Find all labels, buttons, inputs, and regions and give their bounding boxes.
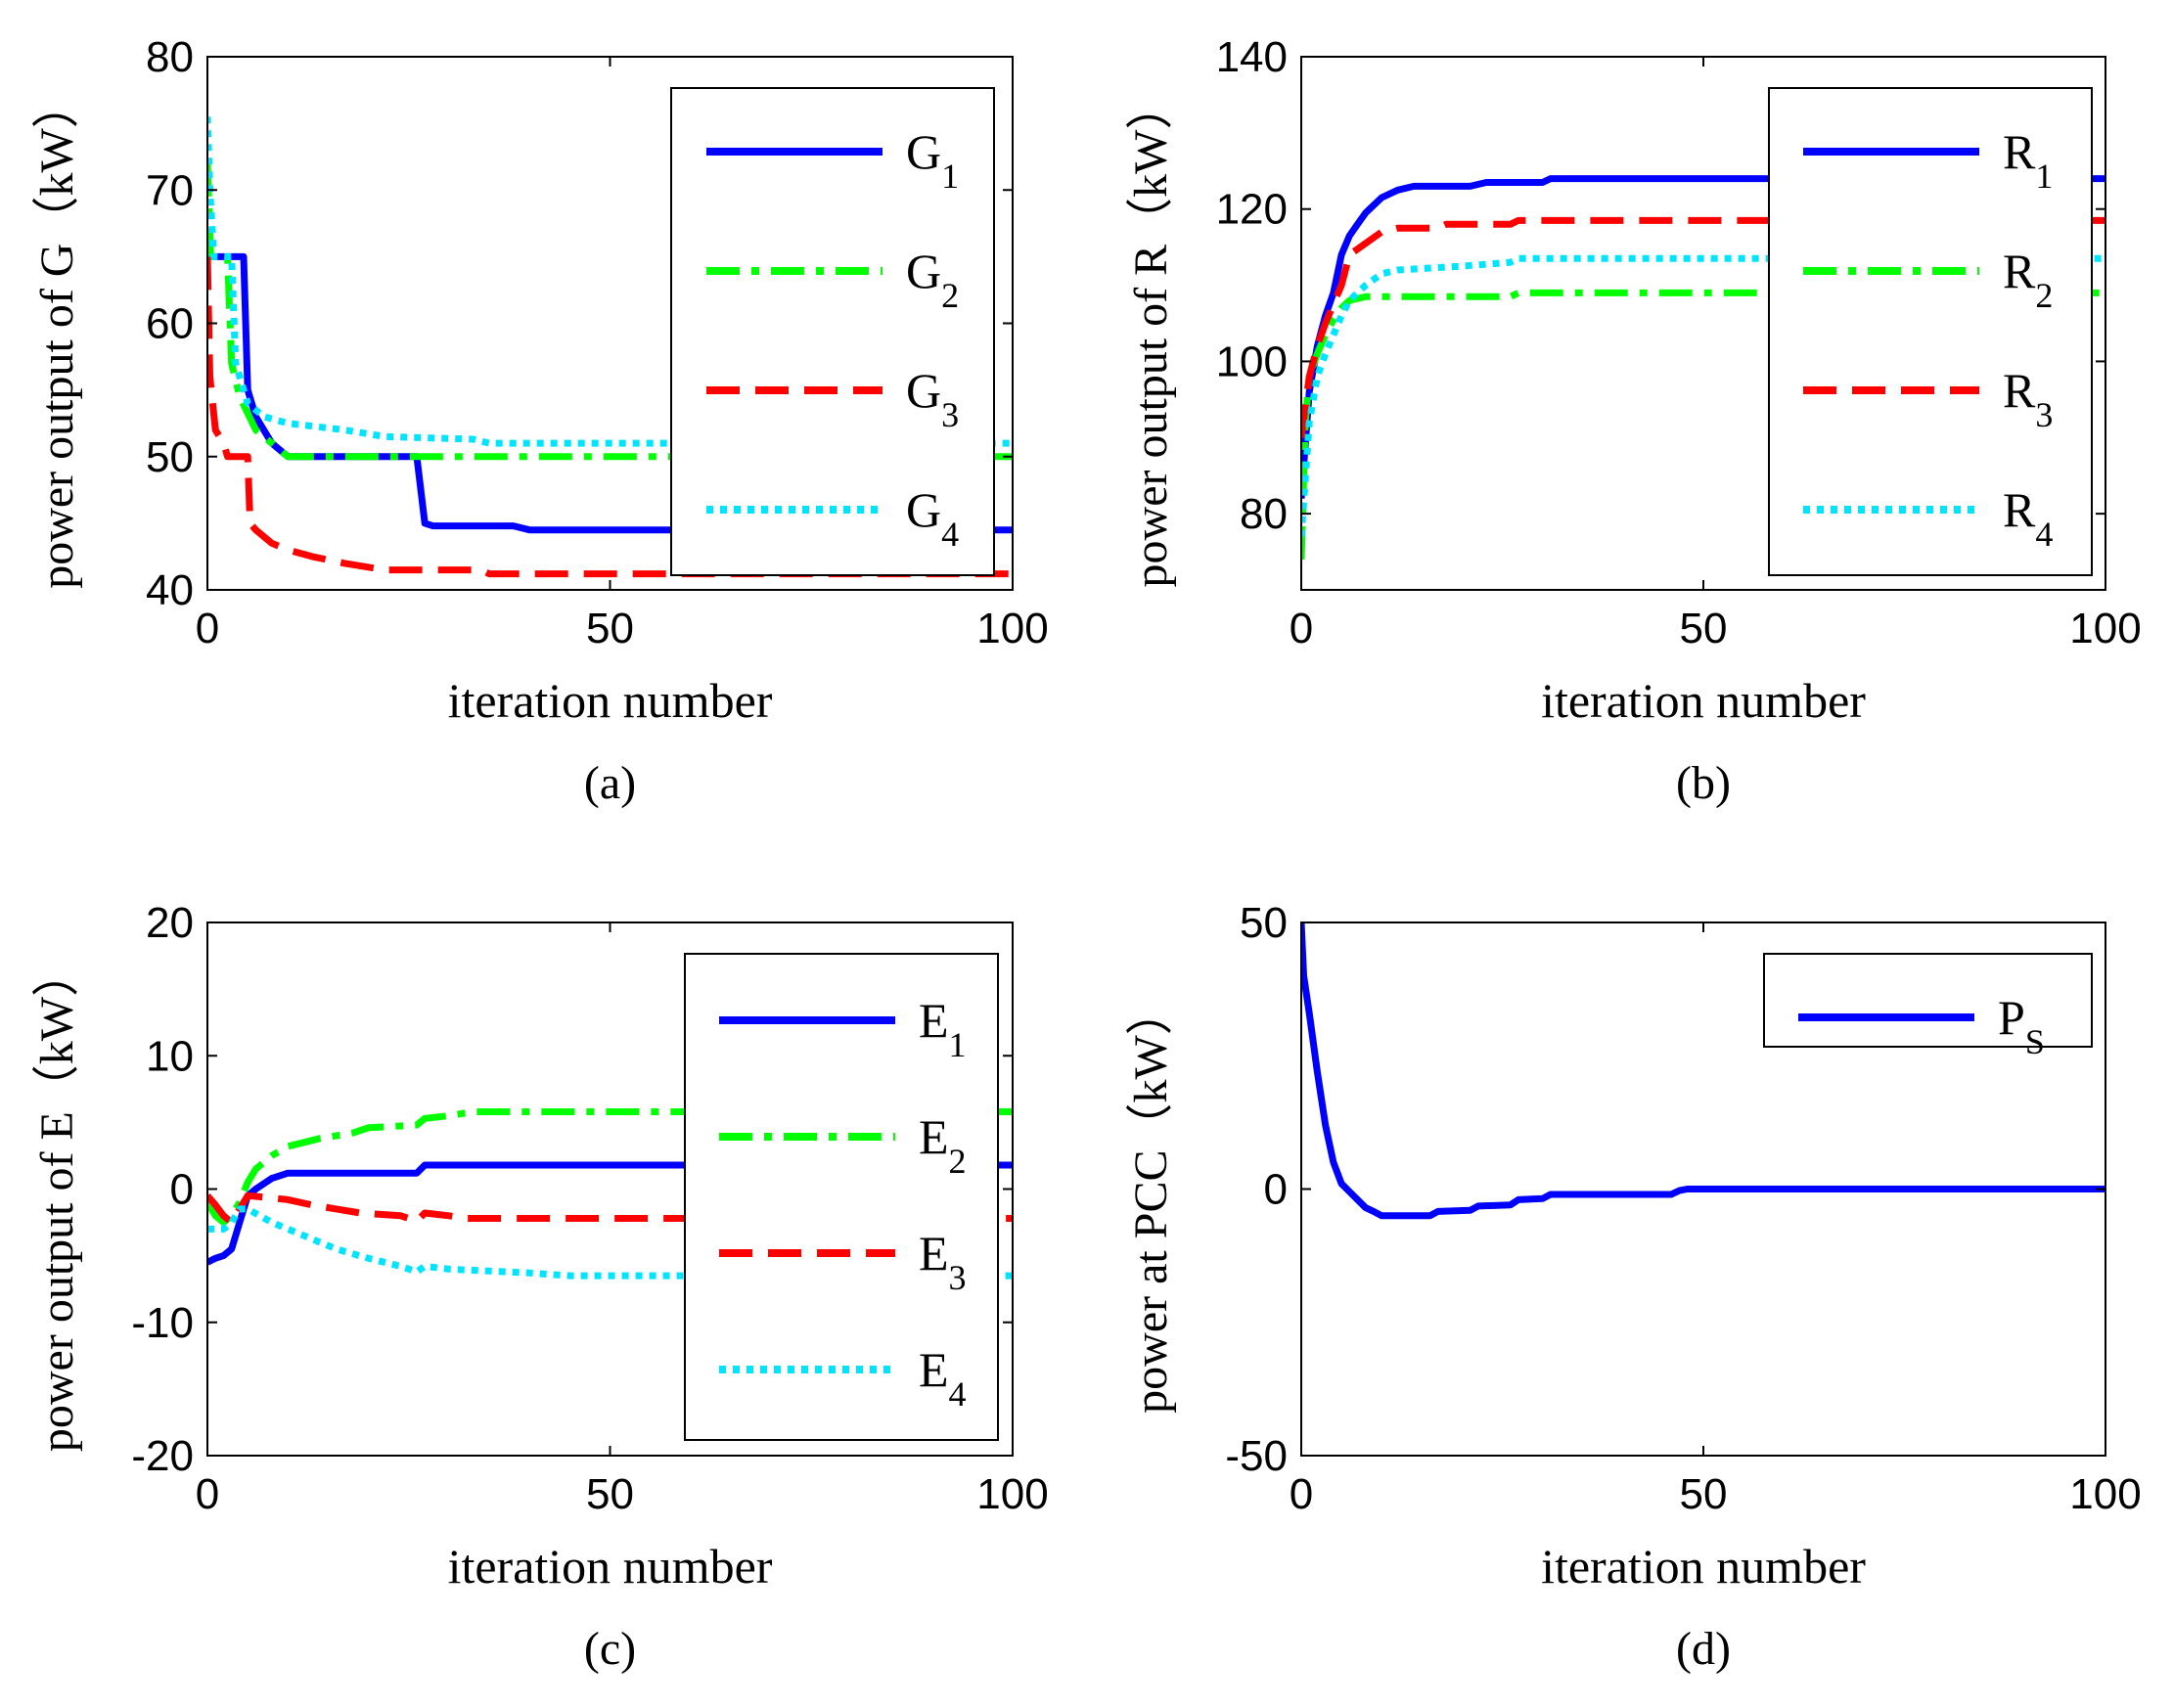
- legend-entry: R4: [2003, 482, 2053, 554]
- y-tick-label: 80: [1240, 490, 1288, 538]
- y-tick-label: 70: [146, 166, 194, 214]
- x-tick-label: 50: [586, 605, 634, 652]
- series-line-g4: [207, 116, 1013, 447]
- legend-box: [1768, 87, 2093, 576]
- y-axis-label: power at PCC（kW）: [1125, 988, 1177, 1414]
- legend-entry: PS: [1998, 990, 2045, 1061]
- legend-entry: G4: [906, 482, 959, 554]
- panel-caption: (c): [584, 1623, 636, 1675]
- y-tick-label: 20: [146, 899, 194, 947]
- legend-entry: R3: [2003, 363, 2053, 434]
- x-axis-label: iteration number: [448, 673, 773, 728]
- x-axis-label: iteration number: [1541, 1539, 1866, 1594]
- x-tick-label: 100: [2069, 1470, 2141, 1518]
- chart-panel-a: 0 50 100 40 50 60 70 80 iteration number (a) power…: [31, 33, 1049, 809]
- series-line-ps: [1301, 922, 2105, 1220]
- y-tick-label: 0: [1264, 1166, 1288, 1214]
- y-tick-label: 100: [1216, 337, 1288, 385]
- legend: G1 G2 G3 G4: [670, 87, 995, 576]
- x-tick-label: 0: [1290, 1470, 1313, 1518]
- series-line-g3: [207, 256, 1013, 578]
- x-axis-label: iteration number: [448, 1539, 773, 1594]
- legend-box: [670, 87, 995, 576]
- legend-entry: E1: [919, 993, 967, 1064]
- x-tick-label: 0: [1290, 605, 1313, 652]
- legend-box: [684, 953, 999, 1441]
- y-axis-label: power output of E（kW）: [31, 950, 83, 1452]
- x-tick-label: 100: [2069, 605, 2141, 652]
- legend: R1 R2 R3 R4: [1768, 87, 2093, 576]
- legend-entry: E2: [919, 1109, 967, 1181]
- legend-entry: G2: [906, 244, 959, 315]
- x-tick-label: 50: [1680, 1470, 1728, 1518]
- legend-entry: G1: [906, 124, 959, 196]
- series-line-e3: [207, 1191, 1013, 1227]
- x-tick-label: 50: [586, 1470, 634, 1518]
- y-axis-label: power output of R（kW）: [1125, 83, 1177, 588]
- panel-caption: (d): [1676, 1623, 1731, 1675]
- y-tick-label: 40: [146, 566, 194, 614]
- y-tick-label: 140: [1216, 33, 1288, 81]
- y-tick-label: -20: [131, 1432, 194, 1480]
- y-tick-label: 0: [170, 1166, 194, 1214]
- panel-caption: (b): [1676, 757, 1731, 809]
- series-line-e1: [207, 1161, 1013, 1266]
- panel-caption: (a): [584, 757, 636, 809]
- y-tick-label: 50: [1240, 899, 1288, 947]
- legend-entry: E4: [919, 1342, 967, 1414]
- y-tick-label: -10: [131, 1299, 194, 1347]
- y-tick-label: 80: [146, 33, 194, 81]
- legend-entry: R1: [2003, 124, 2053, 196]
- x-tick-label: 100: [976, 605, 1048, 652]
- series-line-r3: [1301, 216, 2105, 438]
- x-tick-label: 0: [196, 1470, 219, 1518]
- y-axis-label: power output of G（kW）: [31, 81, 83, 589]
- y-tick-label: 50: [146, 433, 194, 481]
- y-tick-label: 10: [146, 1032, 194, 1080]
- legend-entry: E3: [919, 1226, 967, 1297]
- x-axis-label: iteration number: [1541, 673, 1866, 728]
- legend-entry: R2: [2003, 244, 2053, 315]
- chart-panel-b: 0 50 100 80 100 120 140 iteration number (b) powe…: [1125, 33, 2142, 809]
- legend-box: [1763, 953, 2093, 1048]
- series-line-g2: [207, 162, 1013, 461]
- x-tick-label: 100: [976, 1470, 1048, 1518]
- legend: E1 E2 E3 E4: [684, 953, 999, 1441]
- legend: PS: [1763, 953, 2093, 1061]
- legend-entry: G3: [906, 363, 959, 434]
- y-tick-label: 60: [146, 300, 194, 348]
- series-line-e4: [207, 1205, 1013, 1280]
- y-tick-label: 120: [1216, 186, 1288, 234]
- chart-panel-c: 0 50 100 -20 -10 0 10 20 iteration number (c) powe…: [31, 899, 1049, 1675]
- x-tick-label: 0: [196, 605, 219, 652]
- series-line-r4: [1301, 254, 2105, 537]
- x-tick-label: 50: [1680, 605, 1728, 652]
- y-tick-label: -50: [1225, 1432, 1288, 1480]
